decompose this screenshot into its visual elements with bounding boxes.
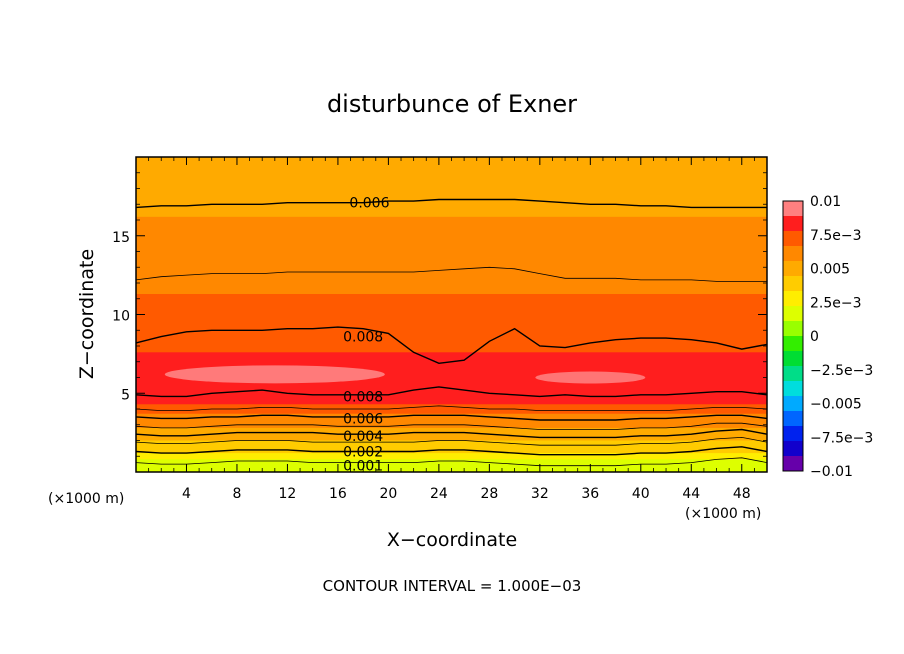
- colorbar-swatch-10: [783, 351, 803, 367]
- x-tick-label-7: 32: [531, 486, 549, 502]
- contour-label-4: 0.004: [343, 429, 383, 445]
- colorbar-swatch-17: [783, 456, 803, 472]
- colorbar-swatch-0: [783, 201, 803, 217]
- colorbar-swatch-1: [783, 216, 803, 232]
- contour-line-5: [135, 414, 768, 421]
- contour-label-0: 0.006: [349, 196, 389, 212]
- chart-title: disturbunce of Exner: [327, 90, 577, 118]
- contour-label-6: 0.001: [343, 459, 383, 475]
- colorbar-swatch-13: [783, 396, 803, 412]
- y-tick-label-2: 15: [112, 230, 130, 246]
- y-axis-ticks: 5 10 15: [112, 172, 767, 457]
- colorbar-swatch-11: [783, 366, 803, 382]
- colorbar-label-6: −0.005: [810, 397, 862, 413]
- colorbar-label-4: 0: [810, 329, 819, 345]
- field-max-pocket-right: [535, 371, 646, 384]
- colorbar-label-1: 7.5e−3: [810, 228, 862, 244]
- contour-line-9: [135, 446, 768, 456]
- colorbar: 0.01 7.5e−3 0.005 2.5e−3 0 −2.5e−3 −0.005 −7.5e…: [783, 194, 873, 480]
- colorbar-label-3: 2.5e−3: [810, 295, 862, 311]
- contour-line-1: [135, 266, 767, 282]
- y-unit-label: (×1000 m): [48, 491, 124, 507]
- colorbar-label-0: 0.01: [810, 194, 841, 210]
- colorbar-swatch-4: [783, 261, 803, 277]
- contour-line-7: [135, 428, 768, 439]
- contour-label-2: 0.008: [343, 389, 383, 405]
- colorbar-swatch-9: [783, 336, 803, 352]
- colorbar-swatch-7: [783, 306, 803, 322]
- colorbar-swatch-3: [783, 246, 803, 262]
- contour-line-0: [135, 198, 767, 209]
- contour-line-4: [135, 405, 768, 411]
- y-tick-label-1: 10: [112, 309, 130, 325]
- field-max-pocket-left: [164, 365, 385, 384]
- x-tick-label-10: 44: [682, 486, 700, 502]
- contour-label-3: 0.006: [343, 411, 383, 427]
- contour-lines: [135, 198, 768, 467]
- contour-line-6: [135, 422, 768, 430]
- colorbar-frame: [782, 200, 804, 472]
- x-tick-label-0: 4: [182, 486, 191, 502]
- contour-line-3: [135, 386, 768, 398]
- x-tick-label-1: 8: [232, 486, 241, 502]
- contour-line-10: [135, 457, 768, 467]
- x-tick-label-11: 48: [733, 486, 751, 502]
- x-unit-label: (×1000 m): [685, 506, 761, 522]
- contour-line-2: [135, 326, 768, 365]
- y-tick-label-0: 5: [121, 387, 130, 403]
- x-tick-label-8: 36: [581, 486, 599, 502]
- x-tick-label-4: 20: [379, 486, 397, 502]
- colorbar-label-7: −7.5e−3: [810, 430, 873, 446]
- contour-label-5: 0.002: [343, 445, 383, 461]
- x-tick-label-2: 12: [279, 486, 297, 502]
- colorbar-label-8: −0.01: [810, 464, 853, 480]
- x-tick-label-3: 16: [329, 486, 347, 502]
- x-tick-label-5: 24: [430, 486, 448, 502]
- x-axis-ticks: 4 8 12 16 20 24 28 32 36 40 44 48: [148, 157, 755, 502]
- contour-line-8: [135, 436, 768, 446]
- colorbar-label-2: 0.005: [810, 262, 850, 278]
- colorbar-label-5: −2.5e−3: [810, 363, 873, 379]
- contour-interval-note: CONTOUR INTERVAL = 1.000E−03: [323, 577, 582, 595]
- colorbar-swatch-14: [783, 411, 803, 427]
- colorbar-swatch-8: [783, 321, 803, 337]
- y-axis-label: Z−coordinate: [76, 249, 98, 379]
- colorbar-swatch-6: [783, 291, 803, 307]
- colorbar-swatch-12: [783, 381, 803, 397]
- x-tick-label-6: 28: [480, 486, 498, 502]
- x-axis-label: X−coordinate: [387, 529, 517, 551]
- colorbar-swatch-2: [783, 231, 803, 247]
- colorbar-swatch-5: [783, 276, 803, 292]
- x-tick-label-9: 40: [632, 486, 650, 502]
- contour-label-1: 0.008: [343, 330, 383, 346]
- colorbar-swatch-15: [783, 426, 803, 442]
- colorbar-swatch-16: [783, 441, 803, 457]
